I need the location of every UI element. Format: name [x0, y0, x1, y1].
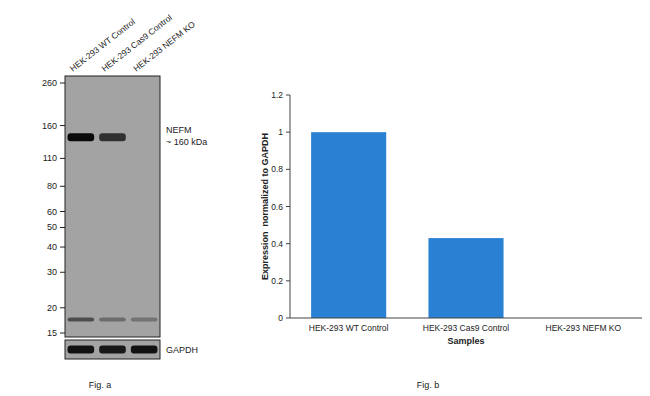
y-tick-label: 0.4: [271, 239, 283, 249]
y-tick: [286, 95, 290, 96]
y-tick: [286, 318, 290, 319]
bar-chart: 0 0.2 0.4 0.6 0.8 1 1.2 HEK-293 WT Control HEK-2…: [260, 90, 642, 390]
marker-label: 110: [43, 153, 57, 163]
loading-band: [99, 346, 126, 354]
x-tick-label: HEK-293 Cas9 Control: [423, 323, 510, 333]
marker-label: 160: [42, 121, 57, 131]
band: [99, 317, 126, 321]
band: [68, 317, 95, 321]
x-axis-title: Samples: [447, 336, 484, 346]
band: [68, 133, 95, 141]
band: [99, 133, 126, 141]
bars: [311, 132, 503, 318]
y-tick-label: 0.2: [271, 276, 283, 286]
blot-panel: 26016011080605040302015HEK-293 WT Contro…: [42, 12, 207, 390]
caption: Fig. a: [89, 380, 112, 390]
loading-band: [68, 346, 95, 354]
marker-label: 40: [47, 242, 57, 252]
marker-tick: [60, 211, 65, 212]
y-axis-title: Expression normalized to GAPDH: [260, 133, 270, 280]
y-tick-label: 1.2: [271, 90, 283, 100]
target-label: NEFM: [166, 125, 192, 135]
marker-tick: [60, 272, 65, 273]
y-tick: [286, 169, 290, 170]
y-tick-label: 0.8: [271, 164, 283, 174]
y-tick-label: 0: [278, 313, 283, 323]
marker-tick: [60, 247, 65, 248]
marker-tick: [60, 83, 65, 84]
x-tick-label: HEK-293 WT Control: [309, 323, 389, 333]
loading-label: GAPDH: [166, 345, 198, 355]
marker-tick: [60, 158, 65, 159]
y-tick-label: 0.6: [271, 202, 283, 212]
loading-strip: [65, 340, 160, 359]
y-tick-label: 1: [278, 127, 283, 137]
y-tick: [286, 243, 290, 244]
marker-label: 15: [47, 328, 57, 338]
y-tick: [286, 280, 290, 281]
marker-label: 260: [42, 78, 57, 88]
marker-tick: [60, 125, 65, 126]
caption: Fig. b: [417, 380, 440, 390]
bar: [311, 132, 386, 318]
y-axis: [290, 95, 291, 318]
band: [131, 317, 158, 321]
marker-label: 30: [47, 267, 57, 277]
marker-label: 50: [47, 222, 57, 232]
marker-tick: [60, 333, 65, 334]
y-tick: [286, 206, 290, 207]
target-size: ~ 160 kDa: [166, 137, 207, 147]
marker-label: 80: [47, 181, 57, 191]
blot-membrane: [65, 76, 160, 337]
loading-band: [131, 346, 158, 354]
marker-tick: [60, 186, 65, 187]
figure: 260 160 110 80 60 50 40 30 20 15 HEK-293 WT Contro…: [0, 0, 650, 396]
marker-label: 60: [47, 207, 57, 217]
marker-tick: [60, 307, 65, 308]
bar: [428, 238, 503, 318]
x-tick-label: HEK-293 NEFM KO: [546, 323, 622, 333]
marker-label: 20: [47, 303, 57, 313]
x-axis: [290, 318, 642, 319]
lane-label: HEK-293 NEFM KO: [131, 19, 197, 74]
marker-tick: [60, 227, 65, 228]
y-tick: [286, 132, 290, 133]
